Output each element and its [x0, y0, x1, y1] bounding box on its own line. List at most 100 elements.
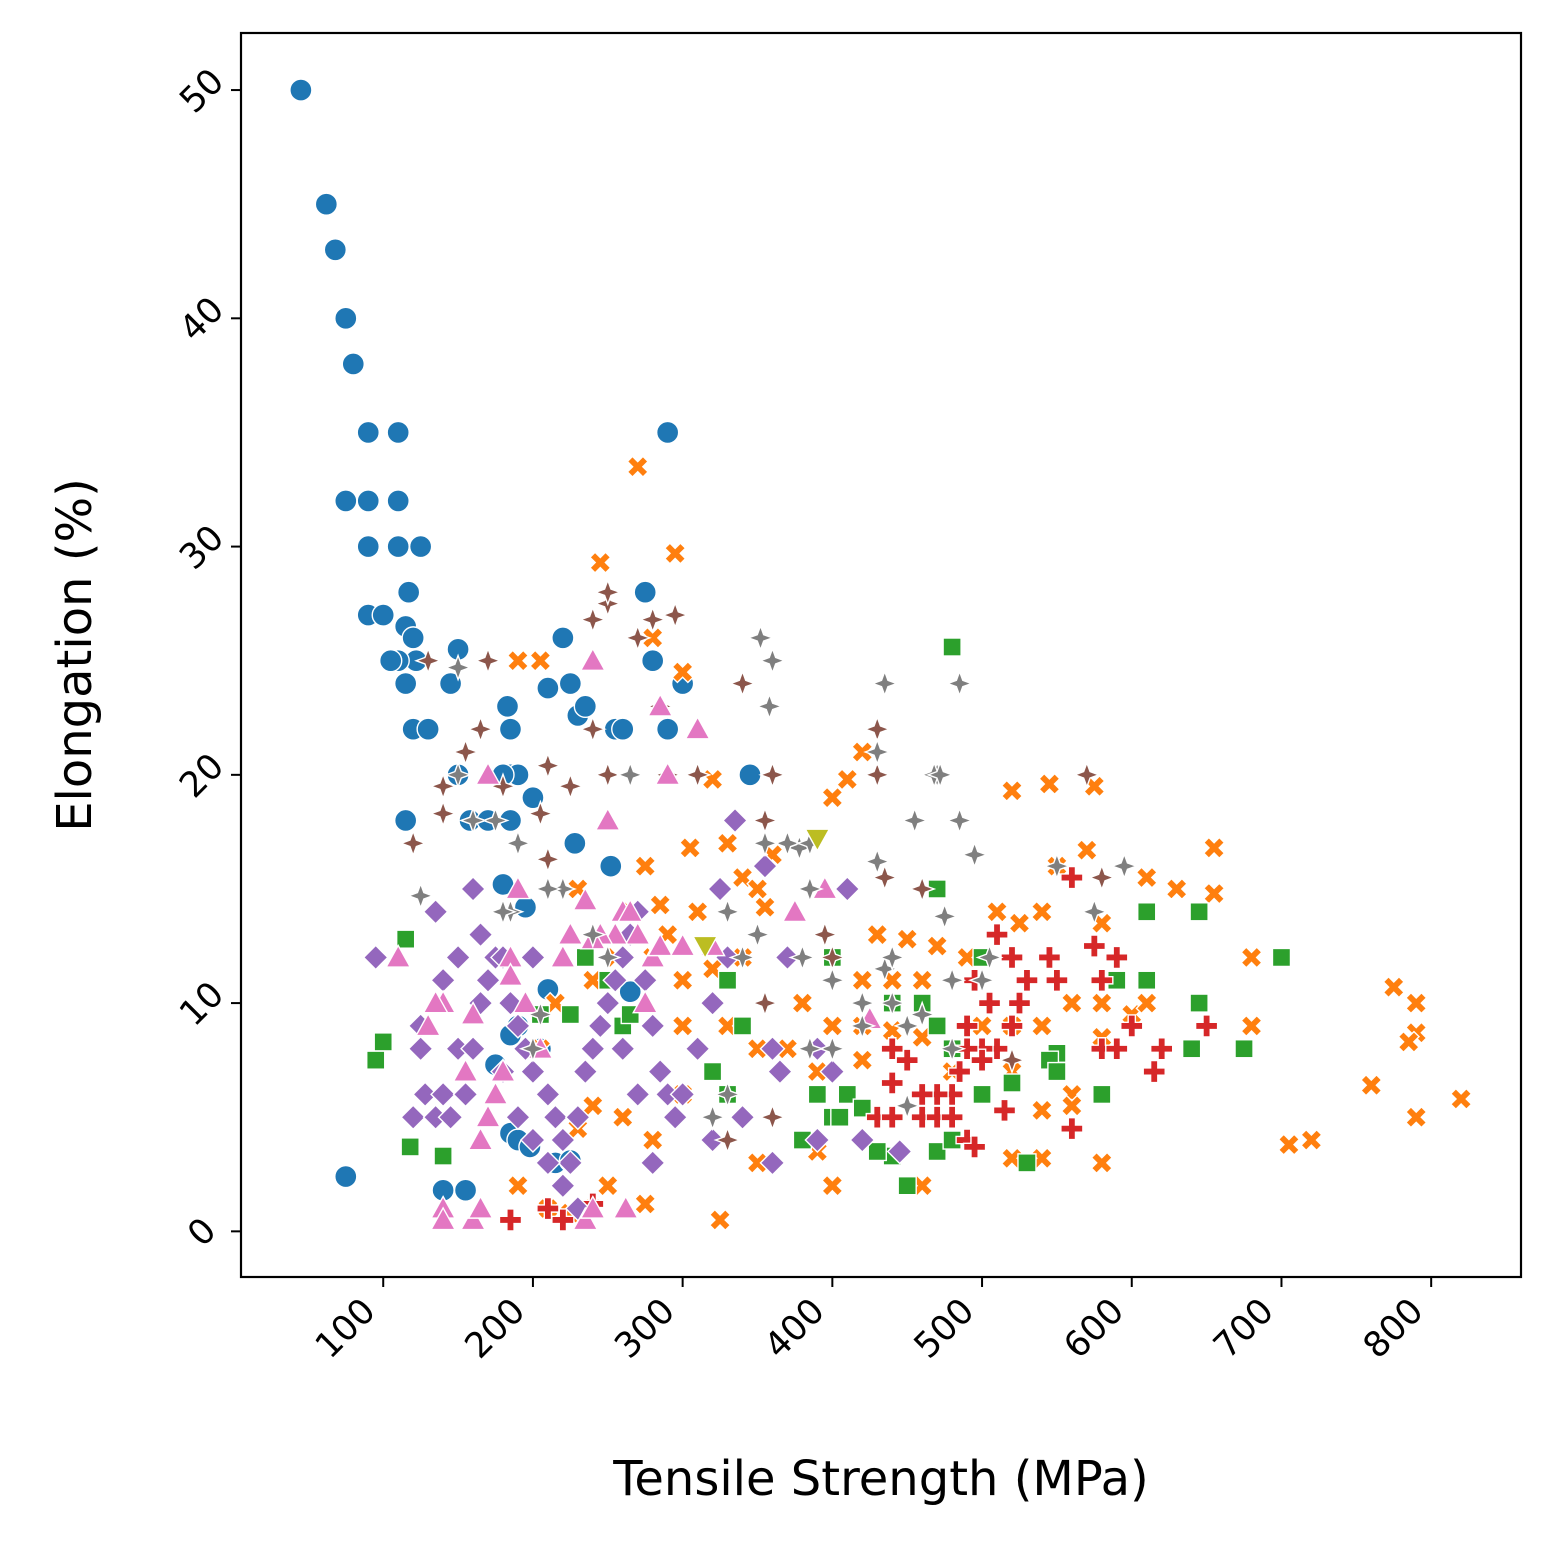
data-point	[1015, 968, 1039, 992]
data-point	[1060, 865, 1084, 890]
data-point	[504, 875, 532, 900]
data-point	[373, 1032, 393, 1052]
data-point	[671, 1014, 694, 1038]
data-point	[691, 935, 719, 960]
data-point	[624, 921, 651, 945]
data-point	[414, 1012, 442, 1037]
data-point	[572, 886, 599, 911]
data-point	[475, 967, 502, 994]
data-point	[557, 1149, 584, 1176]
data-point	[609, 944, 636, 971]
data-point	[593, 760, 622, 789]
data-point	[942, 637, 962, 657]
data-point	[640, 649, 665, 673]
data-point	[848, 1011, 877, 1040]
data-point	[617, 898, 644, 923]
data-point	[495, 694, 520, 719]
data-point	[632, 989, 659, 1014]
data-point	[926, 760, 955, 789]
data-point	[684, 715, 711, 740]
data-point	[356, 534, 380, 559]
data-point	[489, 1058, 517, 1082]
data-point	[669, 932, 696, 957]
data-point	[533, 751, 562, 780]
data-point	[669, 1081, 696, 1108]
data-point	[551, 1208, 575, 1232]
data-point	[821, 1174, 844, 1198]
data-point	[850, 968, 874, 992]
data-point	[1030, 1099, 1054, 1122]
data-point	[1030, 900, 1054, 924]
data-point	[519, 944, 546, 971]
data-point	[900, 806, 929, 835]
data-point	[880, 1071, 904, 1095]
data-point	[1397, 1030, 1421, 1054]
data-point	[910, 1174, 934, 1198]
data-point	[671, 660, 694, 684]
data-point	[1047, 1061, 1067, 1082]
data-point	[728, 943, 757, 972]
data-point	[970, 1048, 994, 1072]
data-point	[594, 990, 621, 1017]
data-point	[893, 1091, 922, 1120]
data-point	[526, 1000, 555, 1029]
data-point	[1090, 1151, 1114, 1175]
data-point	[624, 1081, 651, 1108]
data-point	[599, 854, 623, 878]
data-point	[587, 1012, 614, 1039]
data-point	[371, 603, 395, 627]
data-point	[732, 1016, 753, 1036]
data-point	[549, 1127, 576, 1154]
data-point	[1271, 947, 1292, 968]
data-point	[940, 1105, 964, 1129]
data-point	[945, 806, 974, 835]
data-point	[661, 601, 690, 630]
data-point	[1072, 760, 1101, 789]
data-point	[717, 970, 738, 990]
data-point	[1087, 863, 1116, 892]
data-point	[459, 1001, 487, 1025]
data-point	[481, 806, 510, 835]
data-point	[766, 1058, 793, 1085]
data-point	[791, 991, 814, 1015]
y-axis-title: Elongation (%)	[47, 478, 103, 832]
data-point	[713, 1080, 742, 1109]
data-point	[955, 1014, 979, 1038]
data-point	[1202, 836, 1226, 860]
data-point	[729, 1104, 756, 1131]
data-point	[334, 489, 358, 513]
data-point	[416, 717, 440, 741]
data-point	[781, 898, 809, 923]
data-point	[549, 1172, 576, 1199]
series-9	[691, 828, 831, 960]
plot-frame	[239, 31, 1523, 1279]
data-point	[886, 1138, 913, 1165]
data-point	[755, 692, 784, 721]
series-8	[406, 623, 1139, 1132]
data-point	[1234, 1039, 1254, 1059]
data-point	[850, 1048, 874, 1072]
data-point	[1042, 852, 1071, 881]
data-point	[870, 669, 899, 698]
data-point	[880, 1037, 904, 1061]
data-point	[962, 1135, 987, 1159]
data-marks	[289, 78, 1473, 1232]
data-point	[1194, 1014, 1219, 1038]
series-5	[362, 807, 913, 1222]
data-point	[503, 829, 533, 858]
data-point	[1137, 970, 1157, 990]
data-point	[602, 967, 629, 994]
data-point	[1110, 852, 1139, 881]
data-point	[460, 1035, 487, 1062]
data-point	[429, 1206, 457, 1231]
data-point	[437, 1104, 464, 1131]
data-point	[821, 1014, 844, 1038]
data-point	[549, 943, 577, 968]
data-point	[609, 1035, 636, 1062]
data-point	[1189, 993, 1209, 1013]
data-point	[1137, 902, 1157, 922]
data-point	[930, 902, 959, 931]
data-point	[506, 649, 530, 673]
data-point	[671, 968, 694, 992]
data-point	[707, 875, 734, 902]
